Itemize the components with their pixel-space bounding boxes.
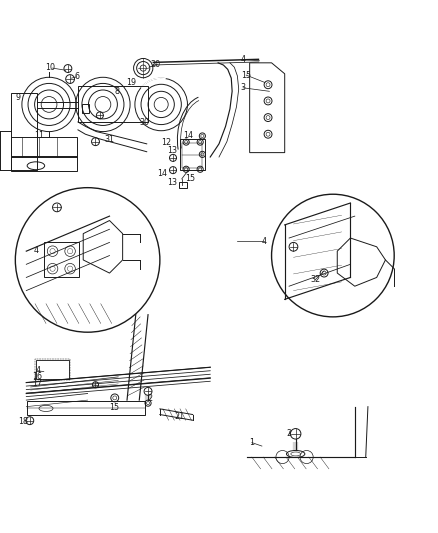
Text: 4: 4 — [35, 366, 40, 375]
Text: 10: 10 — [46, 63, 55, 72]
Text: 19: 19 — [126, 78, 137, 86]
Text: 21: 21 — [174, 412, 185, 421]
Text: 4: 4 — [261, 237, 266, 246]
Text: 2: 2 — [147, 394, 152, 403]
Text: 15: 15 — [109, 403, 119, 412]
Text: 13: 13 — [167, 178, 177, 187]
Text: 2: 2 — [286, 429, 292, 438]
Text: 15: 15 — [241, 70, 251, 79]
Text: 31: 31 — [105, 135, 114, 144]
Text: 30: 30 — [140, 118, 149, 127]
Text: 32: 32 — [310, 275, 321, 284]
Text: 12: 12 — [161, 139, 172, 148]
Text: 17: 17 — [32, 379, 42, 388]
Text: 11: 11 — [35, 131, 44, 140]
Text: 14: 14 — [157, 169, 167, 178]
Text: 6: 6 — [74, 72, 79, 82]
Text: 16: 16 — [32, 373, 42, 382]
Text: 13: 13 — [167, 146, 177, 155]
Text: 3: 3 — [240, 83, 246, 92]
Text: 1: 1 — [249, 438, 254, 447]
Text: 8: 8 — [115, 87, 120, 96]
Text: 15: 15 — [185, 174, 196, 183]
Text: 9: 9 — [16, 93, 21, 102]
Text: 14: 14 — [184, 131, 193, 140]
Text: 18: 18 — [18, 417, 28, 426]
Text: 4: 4 — [33, 246, 39, 255]
Text: 20: 20 — [150, 60, 161, 69]
Text: 4: 4 — [240, 55, 246, 64]
